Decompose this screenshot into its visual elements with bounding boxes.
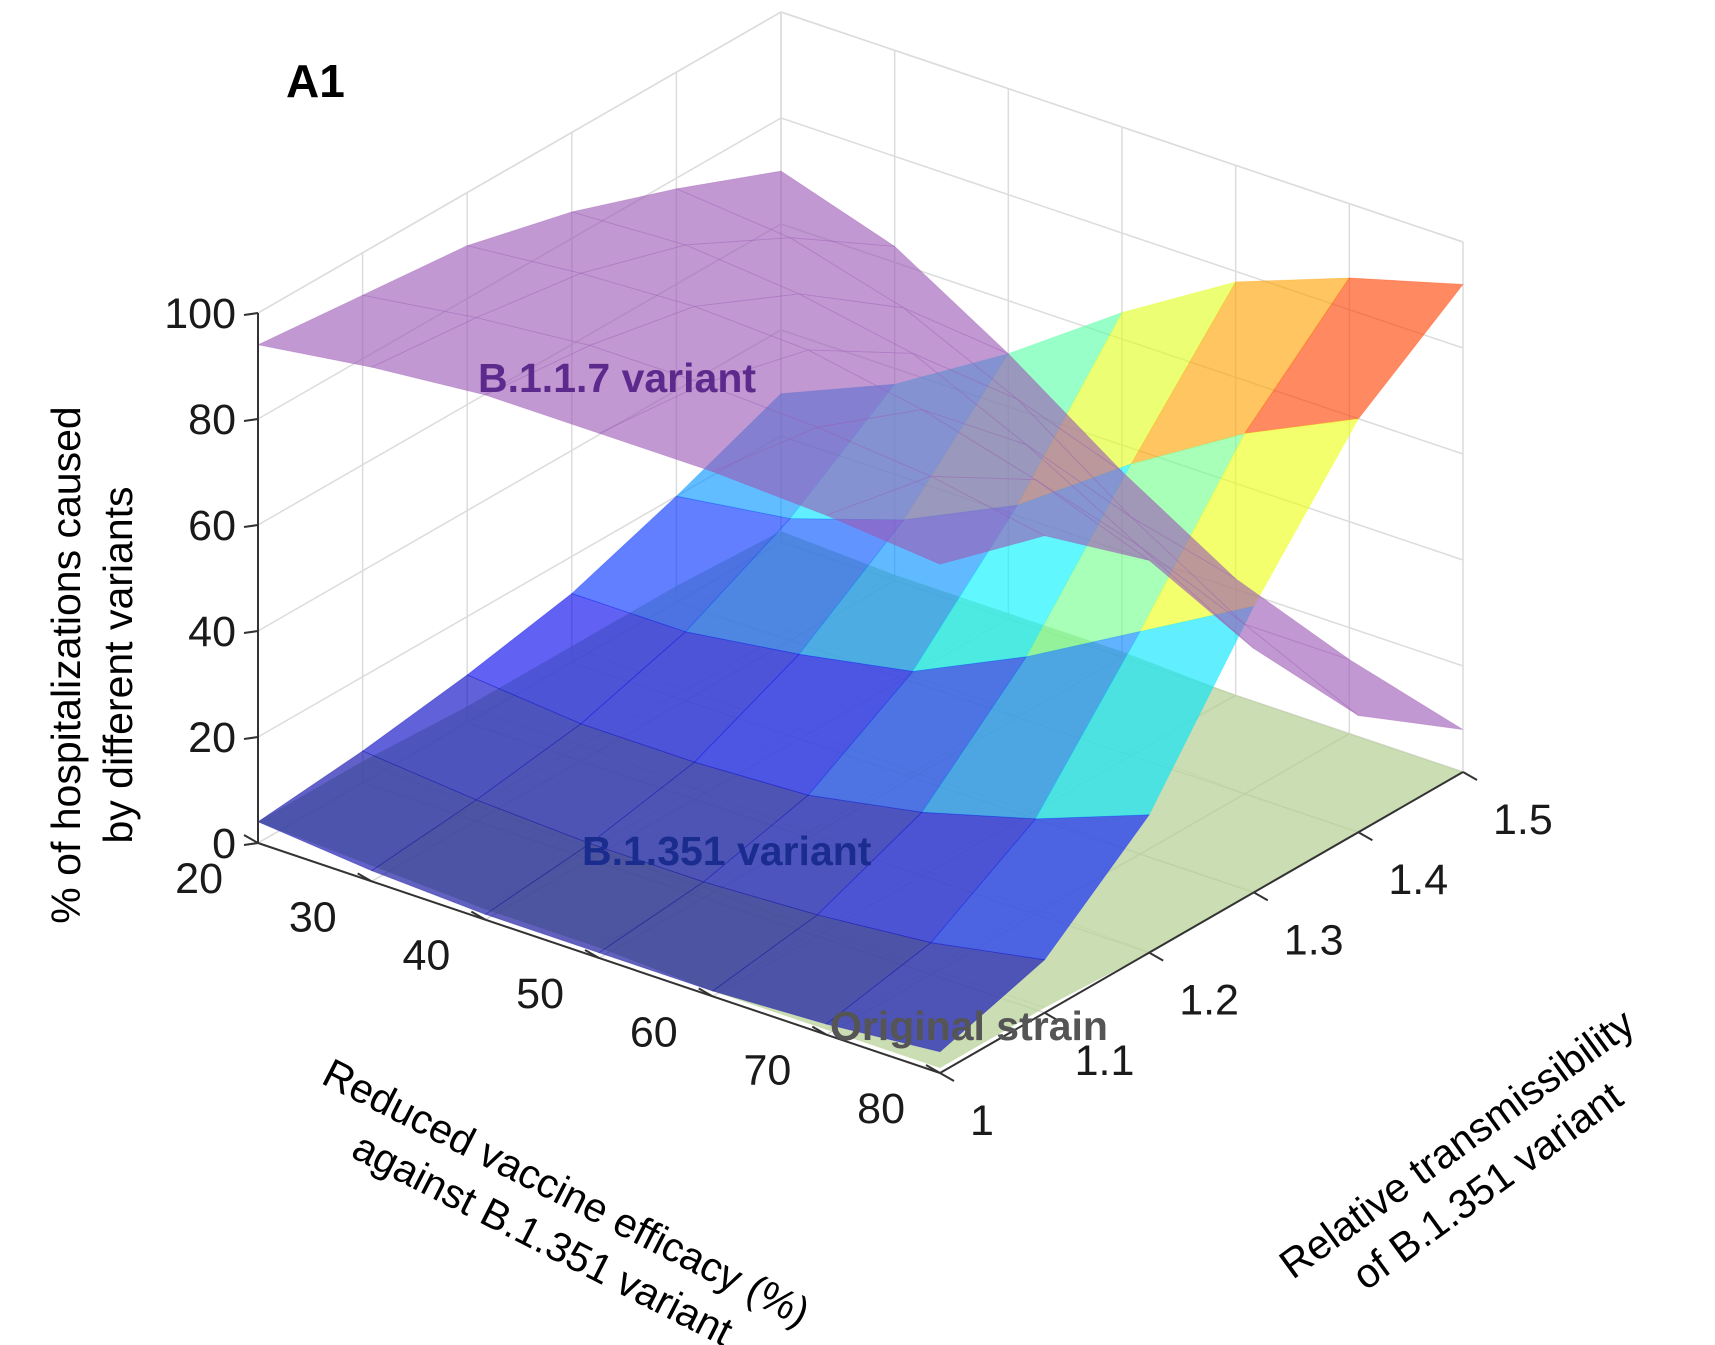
z-tick-label: 40 [188,608,236,656]
z-tick-mark [243,418,259,422]
surface-b117-variant [256,170,1464,730]
annotation-b117-variant: B.1.1.7 variant [478,355,756,401]
box-edge [780,11,1464,243]
z-tick-label: 60 [188,502,236,550]
z-tick-label: 0 [212,820,236,868]
x-tick-mark [698,987,714,998]
z-tick-mark [243,736,259,740]
y-tick-mark [1044,1011,1060,1022]
x-tick-label: 80 [857,1085,905,1133]
x-tick-mark [243,834,259,844]
y-axis-label-line1: Relative transmissibility [1271,1000,1643,1288]
y-tick-mark [1253,891,1269,902]
x-tick-mark [470,910,486,921]
x-tick-label: 30 [289,893,337,941]
surface-patch [825,942,1046,1053]
x-tick-label: 50 [516,970,564,1018]
y-tick-label: 1.3 [1284,916,1344,964]
x-tick-label: 60 [630,1008,678,1056]
y-tick-mark [1357,831,1373,842]
z-axis-label-line1: % of hospitalizations caused [43,406,89,923]
z-axis-label: % of hospitalizations caused by differen… [43,406,141,923]
z-tick-mark [243,524,259,528]
y-tick-mark [939,1072,955,1082]
x-tick-mark [925,1064,941,1074]
z-tick-label: 80 [188,396,236,444]
annotation-b1351-variant: B.1.351 variant [582,828,872,874]
surface-patch [930,814,1151,961]
x-tick-mark [357,872,373,883]
y-axis-label: Relative transmissibility of B.1.351 var… [1271,1000,1643,1299]
z-tick-mark [243,842,259,846]
surface-patch [1243,277,1464,435]
x-tick-label: 20 [175,855,223,903]
y-tick-mark [1148,951,1164,962]
chart-axes [243,312,1478,1082]
y-tick-mark [1462,771,1478,781]
z-tick-mark [243,312,259,316]
z-tick-label: 20 [188,714,236,762]
x-tick-mark [584,949,600,959]
annotation-original-strain: Original strain [830,1003,1108,1049]
surface-patch [1244,623,1464,730]
z-tick-mark [243,630,259,634]
box-edge [257,11,782,314]
y-tick-label: 1.4 [1388,856,1448,904]
y-axis-line [939,771,1464,1074]
surface-patch [825,475,1046,565]
x-tick-mark [811,1025,827,1036]
x-tick-label: 40 [402,932,450,980]
y-tick-label: 1.5 [1493,796,1553,844]
surface-patch [1139,546,1359,716]
y-tick-label: 1 [970,1097,994,1145]
x-axis-label: Reduced vaccine efficacy (%) against B.1… [316,1050,817,1345]
y-tick-label: 1.2 [1179,977,1239,1025]
y-tick-label: 1.1 [1075,1037,1135,1085]
z-tick-label: 100 [164,290,236,338]
panel-label: A1 [286,55,345,107]
z-axis-label-line2: by different variants [95,486,141,843]
x-axis-label-line1: Reduced vaccine efficacy (%) [316,1050,817,1336]
x-tick-label: 70 [743,1047,791,1095]
